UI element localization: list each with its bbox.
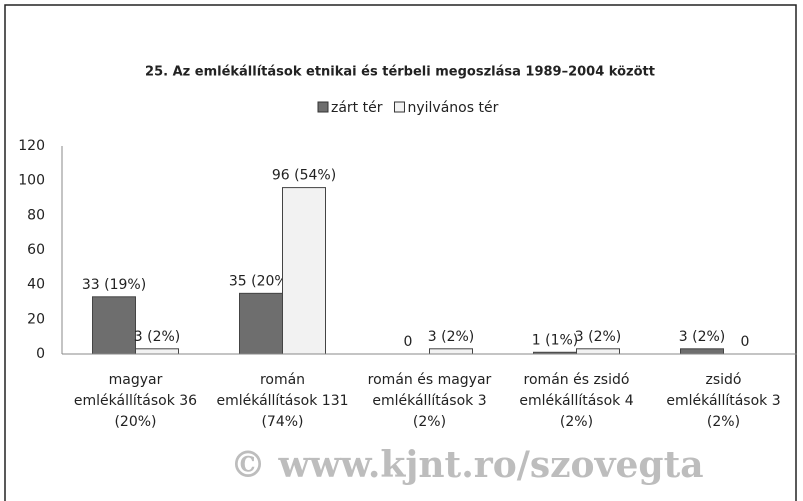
x-tick-label: emlékállítások 131 — [216, 393, 348, 409]
x-tick-label: (74%) — [261, 414, 303, 430]
data-label: 3 (2%) — [134, 329, 181, 345]
data-label: 0 — [404, 334, 413, 350]
legend-label: zárt tér — [331, 100, 383, 116]
frame — [4, 4, 797, 501]
bar — [282, 187, 326, 355]
x-tick-label: román — [260, 372, 305, 388]
x-tick-label: (2%) — [560, 414, 593, 430]
x-tick-label: román és magyar — [368, 372, 492, 388]
bar — [680, 348, 724, 355]
bar — [239, 292, 283, 355]
x-tick-label: emlékállítások 3 — [666, 393, 780, 409]
y-tick-label: 0 — [36, 346, 45, 362]
y-tick-label: 60 — [27, 242, 45, 258]
bar — [92, 296, 136, 355]
legend-swatch — [393, 101, 405, 113]
y-tick-label: 80 — [27, 207, 45, 223]
x-tick-label: magyar — [109, 372, 163, 388]
chart-title: 25. Az emlékállítások etnikai és térbeli… — [145, 65, 655, 80]
legend-swatch — [317, 101, 329, 113]
x-tick-label: (20%) — [114, 414, 156, 430]
bar — [429, 348, 473, 355]
data-label: 0 — [741, 334, 750, 350]
x-tick-label: zsidó — [706, 372, 742, 388]
bar — [576, 348, 620, 355]
x-tick-label: emlékállítások 4 — [519, 393, 633, 409]
bar — [135, 348, 179, 355]
y-tick-label: 40 — [27, 277, 45, 293]
data-label: 1 (1%) — [532, 332, 579, 348]
data-label: 3 (2%) — [575, 329, 622, 345]
watermark: © www.kjnt.ro/szovegta — [230, 444, 704, 486]
data-label: 35 (20%) — [229, 273, 293, 289]
data-label: 96 (54%) — [272, 168, 336, 184]
x-tick-label: (2%) — [413, 414, 446, 430]
data-label: 3 (2%) — [428, 329, 475, 345]
y-tick-label: 100 — [18, 173, 45, 189]
data-label: 33 (19%) — [82, 277, 146, 293]
data-label: 3 (2%) — [679, 329, 726, 345]
y-tick-label: 20 — [27, 311, 45, 327]
x-tick-label: emlékállítások 3 — [372, 393, 486, 409]
x-tick-label: emlékállítások 36 — [74, 393, 197, 409]
x-tick-label: román és zsidó — [524, 372, 630, 388]
x-tick-label: (2%) — [707, 414, 740, 430]
legend-label: nyilvános tér — [407, 100, 498, 116]
y-tick-label: 120 — [18, 138, 45, 154]
